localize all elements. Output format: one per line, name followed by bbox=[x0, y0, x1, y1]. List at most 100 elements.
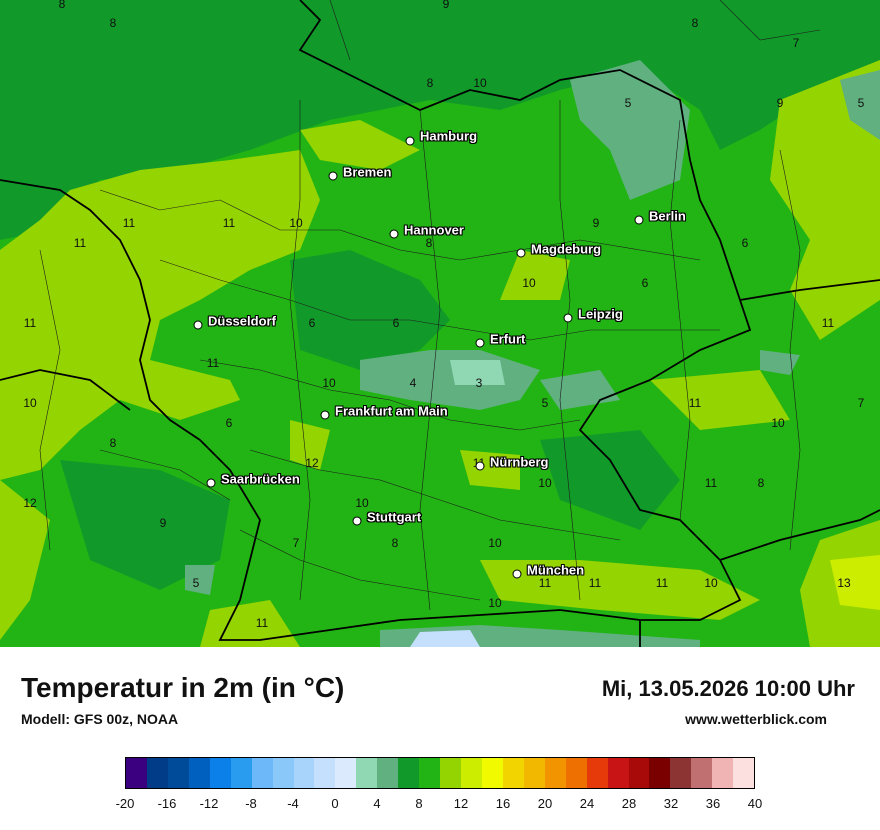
isoline-label: 9 bbox=[776, 96, 784, 110]
city-marker-magdeburg bbox=[516, 248, 526, 258]
isoline-label: 10 bbox=[322, 376, 336, 390]
isoline-label: 7 bbox=[857, 396, 865, 410]
city-label-stuttgart: Stuttgart bbox=[367, 509, 422, 525]
scale-tick-label: -4 bbox=[287, 796, 299, 811]
scale-swatch bbox=[419, 758, 441, 788]
color-scale bbox=[125, 757, 755, 789]
scale-swatch bbox=[733, 758, 755, 788]
scale-swatch bbox=[272, 758, 294, 788]
isoline-label: 10 bbox=[289, 216, 303, 230]
city-marker-frankfurt bbox=[320, 410, 330, 420]
city-marker-hannover bbox=[389, 229, 399, 239]
isoline-label: 11 bbox=[222, 216, 236, 230]
isoline-label: 11 bbox=[704, 476, 718, 490]
isoline-label: 6 bbox=[392, 316, 400, 330]
isoline-label: 8 bbox=[109, 436, 117, 450]
isoline-label: 10 bbox=[522, 276, 536, 290]
city-label-bremen: Bremen bbox=[343, 164, 392, 180]
scale-swatch bbox=[126, 758, 147, 788]
scale-swatch bbox=[167, 758, 189, 788]
forecast-datetime: Mi, 13.05.2026 10:00 Uhr bbox=[601, 676, 855, 701]
city-label-leipzig: Leipzig bbox=[578, 306, 623, 322]
scale-swatch bbox=[523, 758, 545, 788]
scale-tick-label: -16 bbox=[157, 796, 177, 811]
scale-tick-label: 4 bbox=[373, 796, 381, 811]
city-label-hannover: Hannover bbox=[404, 222, 464, 238]
isoline-label: 10 bbox=[473, 76, 487, 90]
isoline-label: 5 bbox=[541, 396, 549, 410]
scale-tick-label: 28 bbox=[621, 796, 637, 811]
isoline-label: 10 bbox=[488, 596, 502, 610]
isoline-label: 11 bbox=[538, 576, 552, 590]
scale-swatch bbox=[377, 758, 399, 788]
scale-swatch bbox=[335, 758, 357, 788]
scale-swatch bbox=[544, 758, 566, 788]
isoline-label: 3 bbox=[475, 376, 483, 390]
scale-tick-label: -20 bbox=[115, 796, 135, 811]
isoline-label: 10 bbox=[704, 576, 718, 590]
isoline-label: 6 bbox=[641, 276, 649, 290]
scale-swatch bbox=[691, 758, 713, 788]
isoline-label: 11 bbox=[655, 576, 669, 590]
city-marker-bremen bbox=[328, 171, 338, 181]
city-label-hamburg: Hamburg bbox=[420, 128, 478, 144]
isoline-label: 7 bbox=[792, 36, 800, 50]
scale-swatch bbox=[712, 758, 734, 788]
isoline-label: 5 bbox=[624, 96, 632, 110]
scale-swatch bbox=[670, 758, 692, 788]
isoline-label: 6 bbox=[308, 316, 316, 330]
city-label-nuernberg: Nürnberg bbox=[490, 454, 549, 470]
isoline-label: 10 bbox=[23, 396, 37, 410]
scale-swatch bbox=[188, 758, 210, 788]
scale-swatch bbox=[314, 758, 336, 788]
isoline-label: 8 bbox=[691, 16, 699, 30]
city-marker-stuttgart bbox=[352, 516, 362, 526]
scale-swatch bbox=[230, 758, 252, 788]
scale-swatch bbox=[293, 758, 315, 788]
scale-tick-label: 24 bbox=[579, 796, 595, 811]
isoline-label: 11 bbox=[206, 356, 220, 370]
isoline-label: 10 bbox=[771, 416, 785, 430]
city-label-berlin: Berlin bbox=[649, 208, 686, 224]
scale-tick-label: 12 bbox=[453, 796, 469, 811]
isoline-label: 11 bbox=[122, 216, 136, 230]
isoline-label: 11 bbox=[688, 396, 702, 410]
temperature-field bbox=[0, 0, 880, 647]
city-label-frankfurt: Frankfurt am Main bbox=[335, 403, 448, 419]
isoline-label: 7 bbox=[292, 536, 300, 550]
isoline-label: 12 bbox=[305, 456, 319, 470]
scale-swatch bbox=[146, 758, 168, 788]
city-marker-leipzig bbox=[563, 313, 573, 323]
isoline-label: 10 bbox=[355, 496, 369, 510]
isoline-label: 5 bbox=[857, 96, 865, 110]
scale-swatch bbox=[565, 758, 587, 788]
isoline-label: 6 bbox=[225, 416, 233, 430]
scale-tick-label: -8 bbox=[245, 796, 257, 811]
scale-swatch bbox=[649, 758, 671, 788]
isoline-label: 11 bbox=[73, 236, 87, 250]
city-marker-erfurt bbox=[475, 338, 485, 348]
scale-tick-label: -12 bbox=[199, 796, 219, 811]
isoline-label: 8 bbox=[426, 76, 434, 90]
isoline-label: 6 bbox=[741, 236, 749, 250]
scale-tick-label: 36 bbox=[705, 796, 721, 811]
isoline-label: 11 bbox=[821, 316, 835, 330]
city-marker-berlin bbox=[634, 215, 644, 225]
isoline-label: 11 bbox=[255, 616, 269, 630]
model-info: Modell: GFS 00z, NOAA bbox=[21, 711, 179, 727]
isoline-label: 8 bbox=[391, 536, 399, 550]
scale-swatch bbox=[251, 758, 273, 788]
scale-swatch bbox=[440, 758, 461, 788]
city-label-magdeburg: Magdeburg bbox=[531, 241, 602, 257]
scale-swatch bbox=[356, 758, 378, 788]
isoline-label: 9 bbox=[442, 0, 450, 11]
scale-swatch bbox=[628, 758, 650, 788]
isoline-label: 5 bbox=[192, 576, 200, 590]
isoline-label: 9 bbox=[159, 516, 167, 530]
isoline-label: 12 bbox=[23, 496, 37, 510]
city-marker-nuernberg bbox=[475, 461, 485, 471]
temperature-map: 8 8 9 8 7 10 5 9 5 8 11 11 10 11 9 6 8 1… bbox=[0, 0, 880, 647]
scale-swatch bbox=[209, 758, 231, 788]
city-label-saarbruecken: Saarbrücken bbox=[221, 471, 300, 487]
isoline-label: 8 bbox=[425, 236, 433, 250]
